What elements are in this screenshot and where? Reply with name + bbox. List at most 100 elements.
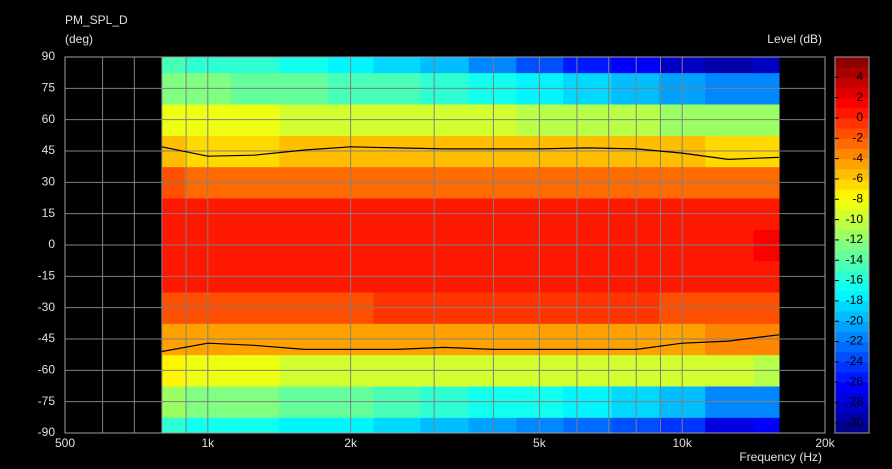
colorbar-band xyxy=(835,372,869,383)
colorbar-tick-label: -16 xyxy=(846,273,864,287)
colorbar-band xyxy=(835,321,869,332)
colorbar-band xyxy=(835,209,869,221)
y-tick-label: 75 xyxy=(42,81,56,95)
colorbar-tick-label: 0 xyxy=(856,110,863,124)
contour-line xyxy=(161,334,780,353)
colorbar-band xyxy=(835,148,869,160)
y-tick-label: 60 xyxy=(42,112,56,126)
heat-cell xyxy=(611,417,660,434)
colorbar-band xyxy=(835,158,869,170)
heat-cell xyxy=(563,417,613,434)
colorbar-band xyxy=(835,351,869,363)
colorbar-band xyxy=(835,189,869,200)
heat-cell xyxy=(516,57,564,74)
colorbar-band xyxy=(835,128,869,139)
colorbar-band xyxy=(835,361,869,373)
colorbar-band xyxy=(835,402,869,414)
y-tick-label: -60 xyxy=(38,363,56,377)
colorbar-tick-label: -30 xyxy=(846,415,864,429)
colorbar-band xyxy=(835,412,869,424)
x-tick-label: 1k xyxy=(201,436,215,450)
colorbar-band xyxy=(835,250,869,261)
colorbar-tick-label: -2 xyxy=(852,130,863,144)
colorbar-tick-label: -14 xyxy=(846,252,864,266)
y-tick-label: -30 xyxy=(38,300,56,314)
x-axis-label: Frequency (Hz) xyxy=(739,450,822,464)
colorbar-band xyxy=(835,311,869,322)
colorbar-band xyxy=(835,117,869,129)
heat-cell xyxy=(516,417,564,434)
heat-cell xyxy=(373,57,421,74)
heat-cell xyxy=(230,57,280,74)
colorbar-tick-label: -6 xyxy=(852,171,863,185)
heat-cell xyxy=(420,57,470,74)
y-tick-label: 0 xyxy=(48,237,55,251)
colorbar-tick-label: -8 xyxy=(852,191,863,205)
colorbar-band xyxy=(835,67,869,78)
plot-frame xyxy=(64,56,826,434)
colorbar-tick-label: 2 xyxy=(856,90,863,104)
heat-cell xyxy=(230,417,280,434)
colorbar-tick-label: -20 xyxy=(846,313,864,327)
colorbar-frame xyxy=(834,56,870,434)
colorbar-band xyxy=(835,219,869,231)
heat-cell xyxy=(705,417,755,434)
colorbar-tick-label: -28 xyxy=(846,395,864,409)
heat-cell xyxy=(611,57,660,74)
colorbar-tick-label: -24 xyxy=(846,354,864,368)
colorbar: 4 2 0 -2 -4 -6 -8 -10 -12 -14 -16 -18 -20 -22 -24 -26 -2… xyxy=(834,56,870,434)
heat-cell xyxy=(563,57,613,74)
heat-cell xyxy=(279,57,329,74)
colorbar-tick-label: -18 xyxy=(846,293,864,307)
colorbar-tick-label: -12 xyxy=(846,232,864,246)
colorbar-band xyxy=(835,422,869,434)
colorbar-band xyxy=(835,341,869,353)
colorbar-band xyxy=(835,239,869,251)
heat-cell xyxy=(279,417,329,434)
contour-line xyxy=(161,146,780,161)
heat-cell xyxy=(468,57,517,74)
x-tick-label: 20k xyxy=(815,436,835,450)
heat-cell xyxy=(753,417,780,434)
colorbar-band xyxy=(835,77,869,88)
x-tick-label: 2k xyxy=(344,436,358,450)
colorbar-tick-label: 4 xyxy=(856,69,863,83)
y-tick-label: -75 xyxy=(38,394,56,408)
colorbar-band xyxy=(835,57,869,68)
colorbar-band xyxy=(835,107,869,119)
colorbar-band xyxy=(835,331,869,343)
colorbar-band xyxy=(835,199,869,210)
colorbar-band xyxy=(835,229,869,241)
heat-cell xyxy=(161,417,186,434)
y-tick-label: -90 xyxy=(38,425,56,439)
colorbar-tick-label: -22 xyxy=(846,334,864,348)
heat-cell xyxy=(705,57,755,74)
colorbar-band xyxy=(835,392,869,404)
colorbar-tick-label: -4 xyxy=(852,151,863,165)
colorbar-band xyxy=(835,270,869,282)
heat-cell xyxy=(420,417,470,434)
x-tick-label: 10k xyxy=(673,436,693,450)
colorbar-band xyxy=(835,97,869,109)
colorbar-band xyxy=(835,382,869,393)
colorbar-band xyxy=(835,168,869,180)
colorbar-band xyxy=(835,280,869,292)
y-tick-label: 15 xyxy=(42,206,56,220)
heat-cell xyxy=(373,417,421,434)
y-tick-label: -45 xyxy=(38,331,56,345)
colorbar-band xyxy=(835,87,869,99)
heat-cell xyxy=(161,57,186,74)
colorbar-band xyxy=(835,260,869,271)
y-tick-label: -15 xyxy=(38,269,56,283)
colorbar-band xyxy=(835,290,869,302)
heat-cell xyxy=(468,417,517,434)
colorbar-band xyxy=(835,138,869,149)
axes: -90 -75 -60 -45 -30 -15 0 15 30 45 60 75 90 500 1k 2k 5k… xyxy=(38,49,836,450)
colorbar-band xyxy=(835,178,869,190)
colorbar-label: Level (dB) xyxy=(767,32,822,46)
x-tick-label: 5k xyxy=(533,436,547,450)
y-tick-label: 90 xyxy=(42,49,56,63)
heat-cell xyxy=(753,57,780,74)
